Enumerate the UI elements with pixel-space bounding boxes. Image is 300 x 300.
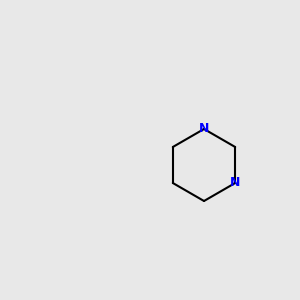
Text: N: N: [199, 122, 209, 136]
Text: N: N: [230, 176, 240, 190]
